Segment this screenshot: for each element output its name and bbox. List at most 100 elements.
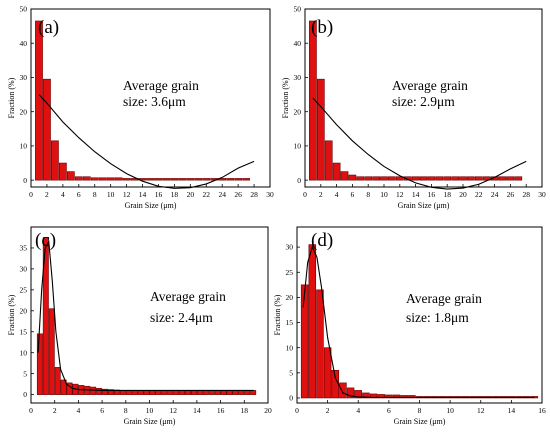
y-tick-label: 0 <box>289 394 293 403</box>
annotation-line-2: size: 2.4μm <box>150 310 213 325</box>
y-tick-label: 30 <box>20 265 28 274</box>
histogram-bar <box>395 176 404 181</box>
histogram-bar <box>372 176 380 181</box>
x-tick-label: 20 <box>187 190 195 199</box>
histogram-bar <box>316 289 324 399</box>
histogram-bar <box>348 174 357 181</box>
annotation-line-1: Average grain <box>150 289 226 304</box>
plot-frame <box>30 8 271 188</box>
histogram-bar <box>202 390 209 395</box>
histogram-bar <box>316 78 325 181</box>
x-tick-label: 0 <box>295 406 299 415</box>
histogram-bar <box>96 388 103 395</box>
histogram-bar <box>119 390 126 395</box>
histogram-bar <box>154 178 163 181</box>
x-tick-label: 26 <box>234 190 242 199</box>
histogram-bar <box>459 176 467 181</box>
histogram-bar <box>48 308 55 395</box>
histogram-bar <box>149 390 156 395</box>
histogram-bar <box>35 20 43 181</box>
histogram-bar <box>125 390 132 395</box>
histogram-bar <box>308 244 317 399</box>
histogram-bar <box>202 178 211 181</box>
y-tick-label: 15 <box>20 327 28 336</box>
histogram-bar <box>82 176 91 181</box>
x-tick-label: 12 <box>169 406 177 415</box>
histogram-bar <box>467 176 475 181</box>
x-tick-label: 20 <box>264 406 272 415</box>
histogram-bar <box>324 140 333 181</box>
x-tick-label: 18 <box>241 406 249 415</box>
x-tick-label: 2 <box>45 190 49 199</box>
histogram-bar <box>196 390 203 395</box>
x-tick-label: 8 <box>93 190 97 199</box>
histogram-bar <box>54 367 61 395</box>
histogram-bar <box>42 237 49 395</box>
x-tick-label: 30 <box>538 190 546 199</box>
x-tick-label: 10 <box>380 190 388 199</box>
histogram-bar <box>380 176 388 181</box>
histogram-bar <box>179 390 186 395</box>
histogram-bar <box>106 177 115 181</box>
annotation-line-2: size: 2.9μm <box>392 94 455 109</box>
x-tick-label: 14 <box>508 406 516 415</box>
y-tick-label: 5 <box>289 368 293 377</box>
histogram-bar <box>411 176 420 181</box>
histogram-bar <box>226 178 235 181</box>
x-tick-label: 16 <box>217 406 225 415</box>
fit-curve <box>38 94 255 189</box>
histogram-bar <box>474 176 483 181</box>
y-tick-label: 40 <box>294 39 302 48</box>
histogram-bar <box>234 178 243 181</box>
x-tick-label: 2 <box>326 406 330 415</box>
x-tick-label: 10 <box>146 406 154 415</box>
y-tick-label: 10 <box>20 348 28 357</box>
histogram-bar <box>170 178 179 181</box>
x-tick-label: 6 <box>387 406 391 415</box>
x-tick-label: 18 <box>443 190 451 199</box>
histogram-bar <box>131 390 138 395</box>
histogram-bar <box>242 178 250 181</box>
fit-curve <box>302 245 535 399</box>
y-tick-label: 10 <box>20 142 28 151</box>
histogram-bar <box>161 390 168 395</box>
histogram-bar <box>331 370 340 399</box>
histogram-bar <box>167 390 174 395</box>
annotation-line-2: size: 3.6μm <box>123 94 186 109</box>
x-tick-label: 22 <box>475 190 483 199</box>
histogram-bar <box>137 390 144 395</box>
panel-d: 0 2 4 6 8 10 12 14 16 0 5 10 15 20 25 30 Grain Size (μm)… <box>273 226 546 426</box>
y-tick-label: 20 <box>20 306 28 315</box>
histogram-bar <box>220 390 227 395</box>
x-tick-label: 18 <box>171 190 179 199</box>
y-tick-label: 25 <box>20 285 28 294</box>
x-tick-label: 4 <box>77 406 81 415</box>
x-tick-label: 24 <box>218 190 226 199</box>
y-tick-label: 50 <box>294 5 302 14</box>
histogram-bar <box>146 178 155 181</box>
histogram-bar <box>364 176 373 181</box>
histogram-bar <box>309 20 317 181</box>
panel-a: 0 2 4 6 8 10 12 14 16 18 20 22 24 26 28 3001020304050Gr… <box>7 5 274 210</box>
histogram-bar <box>43 78 51 181</box>
histogram-bar <box>60 379 67 395</box>
y-tick-label: 35 <box>20 244 28 253</box>
histogram-bar <box>323 347 332 399</box>
y-tick-label: 0 <box>23 390 27 399</box>
panel-b: 0 2 4 6 8 10 12 14 16 18 20 22 24 26 28 3001020304050Gr… <box>281 5 546 210</box>
panel-tag: (d) <box>311 230 333 251</box>
histogram-bar <box>435 176 444 181</box>
x-tick-label: 30 <box>266 190 274 199</box>
histogram-bar <box>208 390 215 395</box>
histogram-bar <box>108 389 114 395</box>
histogram-bar <box>114 177 123 181</box>
y-tick-label: 10 <box>286 343 294 352</box>
x-axis-label: Grain Size (μm) <box>394 417 446 426</box>
x-tick-label: 22 <box>203 190 211 199</box>
histogram-bar <box>356 176 365 181</box>
histogram-bar <box>339 382 347 399</box>
y-tick-label: 0 <box>23 176 27 185</box>
y-axis-label: Fraction (%) <box>7 294 16 335</box>
histogram-bar <box>74 176 83 181</box>
